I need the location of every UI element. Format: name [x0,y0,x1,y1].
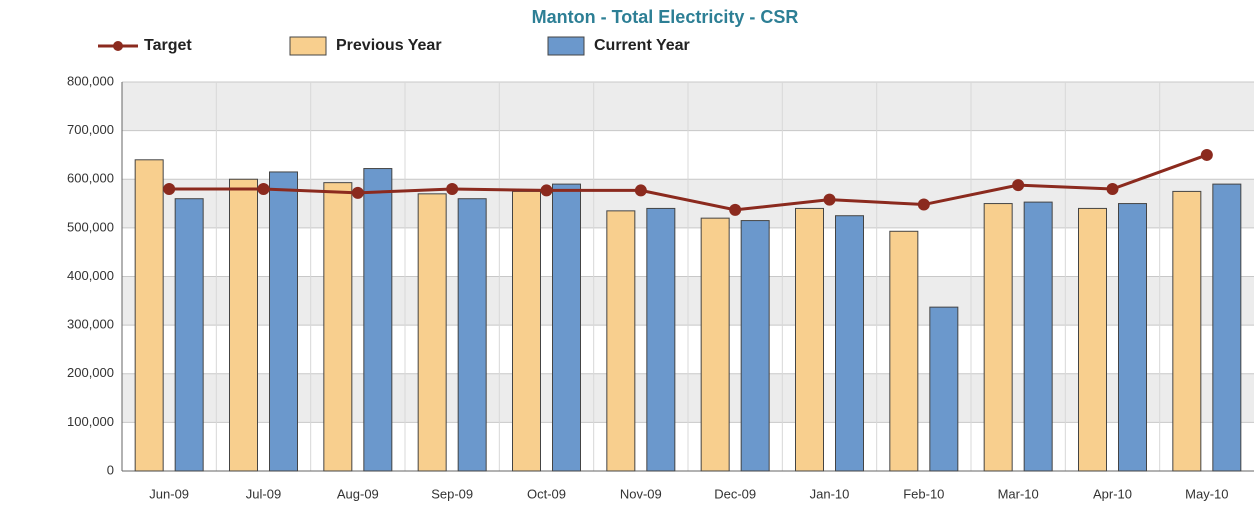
target-dot [1012,179,1025,192]
bar [417,193,447,472]
legend-swatch [547,36,585,56]
x-tick-label: Oct-09 [527,486,566,501]
x-tick-label: Dec-09 [714,486,756,501]
bar [1212,183,1242,472]
bar [229,178,258,472]
legend-swatch [289,36,327,56]
bar [1078,207,1107,472]
bar [363,168,393,472]
y-tick-label: 200,000 [67,365,114,380]
x-tick-label: Apr-10 [1093,486,1132,501]
target-dot [823,193,836,206]
bar [1172,190,1202,472]
legend-label: Target [144,37,192,54]
bar [889,230,919,472]
y-tick-label: 800,000 [67,73,114,88]
target-dot [634,184,647,197]
legend-label: Current Year [594,37,690,54]
y-tick-label: 0 [107,462,114,477]
y-tick-label: 100,000 [67,414,114,429]
bar [134,159,164,472]
legend-label: Previous Year [336,37,442,54]
target-dot [540,184,553,197]
bar [1023,201,1053,472]
bar [1118,203,1147,472]
bar [700,217,730,472]
x-tick-label: Nov-09 [620,486,662,501]
bar [323,182,353,472]
target-dot [163,182,176,195]
x-tick-label: May-10 [1185,486,1228,501]
bar [512,190,541,472]
bar [552,183,581,472]
bar [646,207,676,472]
bar [795,207,824,472]
x-tick-label: Mar-10 [998,486,1039,501]
bar [269,171,298,472]
target-line [169,153,1208,212]
target-dot [1106,182,1119,195]
target-dot [446,182,459,195]
target-dot [351,186,364,199]
x-tick-label: Jan-10 [810,486,850,501]
bar [740,220,770,472]
x-tick-label: Feb-10 [903,486,944,501]
legend-dot [113,41,123,51]
x-tick-label: Jun-09 [149,486,189,501]
target-dot [1200,148,1213,161]
chart-title: Manton - Total Electricity - CSR [532,7,799,27]
x-tick-label: Jul-09 [246,486,281,501]
y-tick-label: 300,000 [67,317,114,332]
x-tick-label: Sep-09 [431,486,473,501]
bar [457,198,487,472]
bar [929,306,959,472]
bar [606,210,636,472]
y-tick-label: 500,000 [67,219,114,234]
y-tick-label: 700,000 [67,122,114,137]
bar [174,198,204,472]
bar [835,215,864,472]
target-dot [257,182,270,195]
bar [983,203,1013,472]
target-dot [917,198,930,211]
y-tick-label: 600,000 [67,171,114,186]
y-tick-label: 400,000 [67,268,114,283]
x-tick-label: Aug-09 [337,486,379,501]
target-dot [729,203,742,216]
